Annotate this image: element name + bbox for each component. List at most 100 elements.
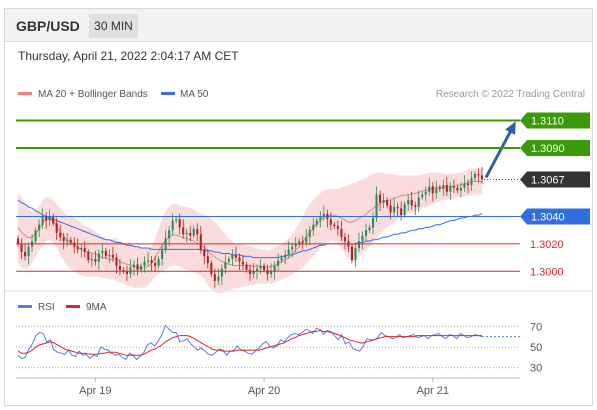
candle [463, 175, 466, 192]
candle-body [270, 271, 273, 275]
candle-body [154, 263, 157, 266]
candle [210, 260, 213, 277]
candle-body [101, 250, 104, 254]
copyright-label: Research © 2022 Trading Central [436, 89, 585, 100]
candle [403, 201, 406, 218]
candle-body [45, 216, 48, 221]
candle [73, 237, 76, 254]
candle-body [139, 265, 143, 270]
candle [410, 191, 413, 210]
candle [456, 184, 459, 194]
candle [238, 253, 241, 270]
candle-body [224, 261, 227, 269]
candle-body [287, 249, 290, 255]
candle-body [354, 248, 357, 261]
projection-arrow [484, 127, 514, 179]
candle-body [80, 248, 83, 250]
candle [206, 249, 209, 269]
candle-body [308, 230, 311, 238]
candle [298, 238, 301, 247]
candle-body [382, 200, 385, 203]
candle-body [175, 219, 178, 221]
candle-body [182, 227, 185, 235]
candle-body [23, 252, 27, 257]
level-label: 1.3040 [531, 211, 565, 223]
candle-body [294, 243, 297, 247]
candle [414, 201, 417, 216]
candle [308, 226, 311, 246]
candle [234, 246, 237, 262]
candle [241, 254, 245, 270]
candle-body [104, 250, 107, 257]
candle [480, 167, 484, 184]
candle-body [111, 254, 114, 258]
candle-body [322, 213, 325, 217]
time-axis: Apr 19 Apr 20 Apr 21 [16, 377, 520, 397]
candle [393, 198, 396, 217]
candle [291, 242, 294, 258]
timeframe-button[interactable]: 30 MIN [89, 14, 138, 38]
candle-body [273, 265, 276, 272]
candle [129, 258, 132, 279]
level-label: 1.3020 [530, 239, 564, 251]
candle [132, 260, 136, 276]
candle-body [234, 254, 237, 258]
candle-body [463, 183, 466, 188]
candle [52, 213, 55, 227]
candle [80, 243, 83, 258]
level-label: 1.3000 [530, 266, 564, 278]
candle [435, 180, 438, 199]
legend-label-bollinger: MA 20 + Bollinger Bands [38, 89, 148, 100]
candle [203, 245, 206, 265]
candle-body [340, 228, 343, 238]
candle-body [470, 178, 473, 185]
candle-body [466, 183, 469, 185]
candle-body [94, 258, 97, 262]
candle [199, 226, 202, 254]
rsi-tick-label: 50 [530, 342, 542, 354]
candle-body [259, 265, 262, 269]
candle [442, 179, 445, 196]
candle-body [147, 260, 150, 262]
candle [452, 179, 455, 194]
candle [48, 209, 51, 227]
candle-body [157, 258, 160, 266]
candle-body [199, 234, 202, 250]
candle [189, 226, 192, 242]
candle-body [27, 246, 30, 257]
candle [386, 197, 389, 209]
level-tag [520, 139, 590, 156]
candle [220, 264, 223, 285]
candle-body [245, 264, 248, 270]
candle-body [161, 249, 164, 259]
time-tick-label: Apr 19 [79, 385, 111, 397]
ma50-line [17, 199, 483, 259]
candle-body [118, 265, 121, 270]
candle-body [122, 269, 125, 272]
legend-swatch-bollinger [18, 92, 32, 95]
candle-body [386, 200, 389, 206]
candle-body [241, 261, 245, 265]
candle [231, 249, 234, 266]
candle [111, 246, 114, 262]
candle-body [203, 249, 206, 257]
candle [150, 256, 153, 272]
candle [357, 232, 361, 253]
candle-body [115, 257, 118, 266]
candle-body [456, 187, 459, 191]
candle-body [132, 264, 136, 268]
candle [143, 256, 146, 273]
candle [400, 201, 403, 221]
candle-body [435, 187, 438, 194]
candle-body [410, 200, 413, 206]
candle [417, 190, 420, 213]
candle [38, 219, 41, 238]
candle-body [227, 258, 230, 262]
candle-body [266, 269, 269, 275]
candle-body [336, 226, 339, 229]
candle [108, 249, 111, 264]
candle-body [129, 267, 132, 275]
candle-body [333, 224, 336, 227]
candle-body [143, 261, 146, 266]
candle-body [220, 268, 223, 277]
